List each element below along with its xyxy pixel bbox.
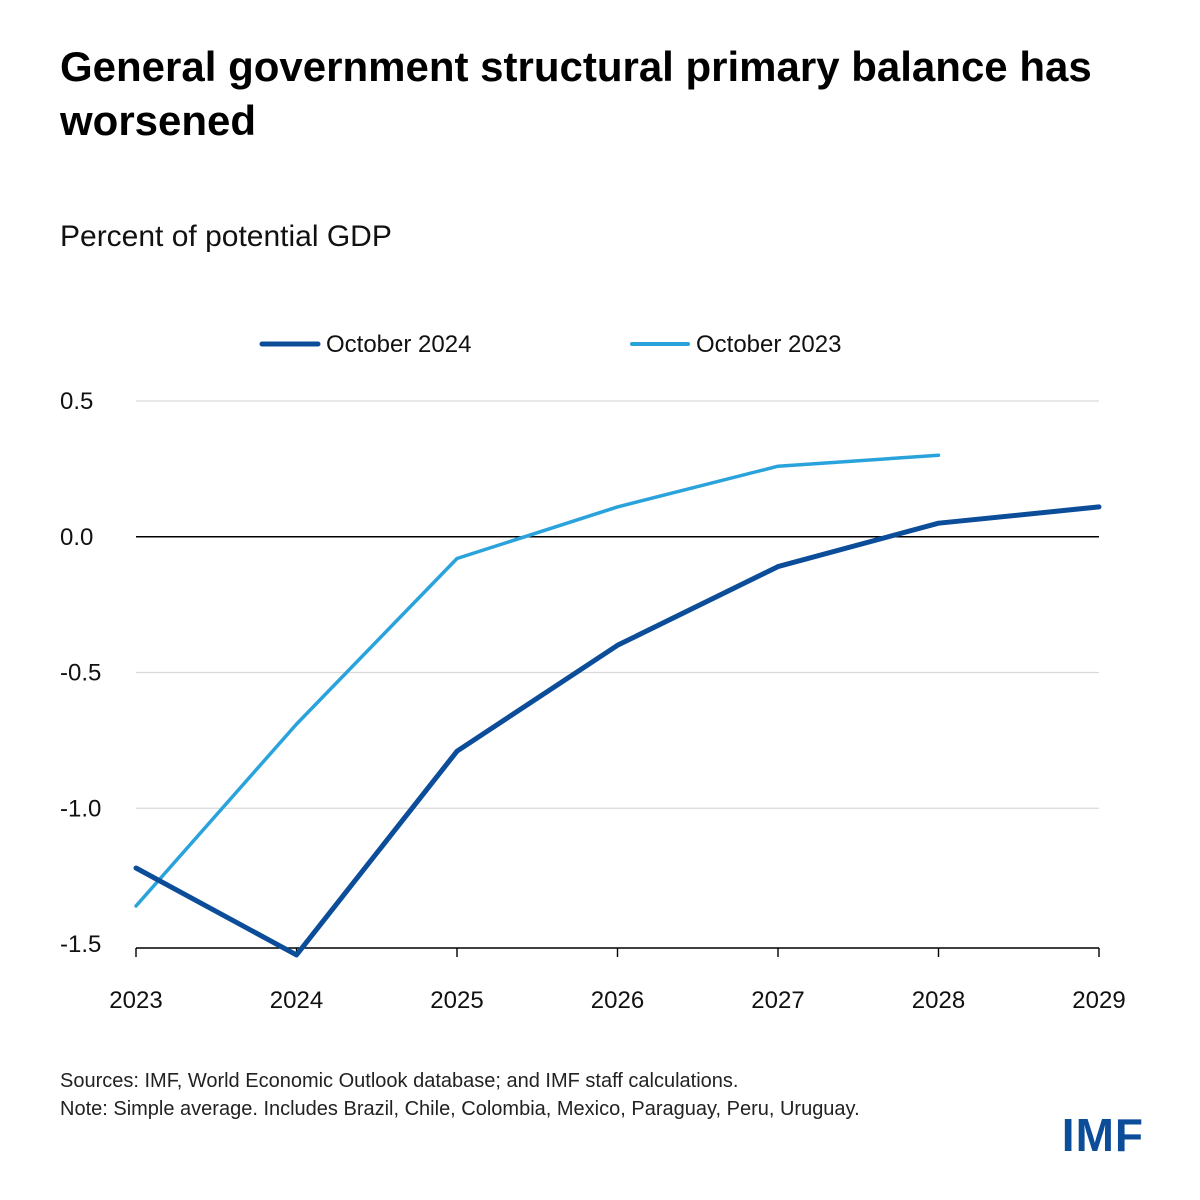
- imf-logo: IMF: [1061, 1109, 1144, 1161]
- x-tick-label: 2028: [912, 987, 965, 1014]
- x-tick-label: 2023: [109, 987, 162, 1014]
- x-tick-label: 2024: [270, 987, 323, 1014]
- chart-title: General government structural primary ba…: [60, 43, 1092, 144]
- y-tick-label: -0.5: [60, 660, 101, 687]
- line-chart: October 2024 October 2023 0.5 0.0 -0.5 -1.0 -…: [60, 331, 1126, 1014]
- series-line-october-2024: [133, 504, 1102, 958]
- x-axis: 2023 2024 2025 2026 2027 2028 2029: [109, 947, 1126, 1014]
- x-tick-label: 2026: [591, 987, 644, 1014]
- y-tick-label: 0.5: [60, 388, 93, 415]
- simple-average-note: Note: Simple average. Includes Brazil, C…: [60, 1098, 860, 1120]
- series-lines: [133, 453, 1102, 958]
- legend: October 2024 October 2023: [259, 331, 841, 358]
- legend-label: October 2024: [326, 331, 471, 358]
- x-tick-label: 2029: [1072, 987, 1125, 1014]
- x-tick-label: 2027: [751, 987, 804, 1014]
- y-axis-ticks: 0.5 0.0 -0.5 -1.0 -1.5: [60, 388, 101, 958]
- sources-note: Sources: IMF, World Economic Outlook dat…: [60, 1070, 739, 1092]
- footnotes: Sources: IMF, World Economic Outlook dat…: [60, 1067, 920, 1123]
- y-tick-label: -1.0: [60, 795, 101, 822]
- gridlines: [136, 400, 1099, 809]
- chart-subtitle: Percent of potential GDP: [60, 220, 392, 253]
- x-tick-label: 2025: [430, 987, 483, 1014]
- series-line-october-2023: [134, 453, 941, 908]
- y-tick-label: 0.0: [60, 524, 93, 551]
- legend-label: October 2023: [696, 331, 841, 358]
- y-tick-label: -1.5: [60, 931, 101, 958]
